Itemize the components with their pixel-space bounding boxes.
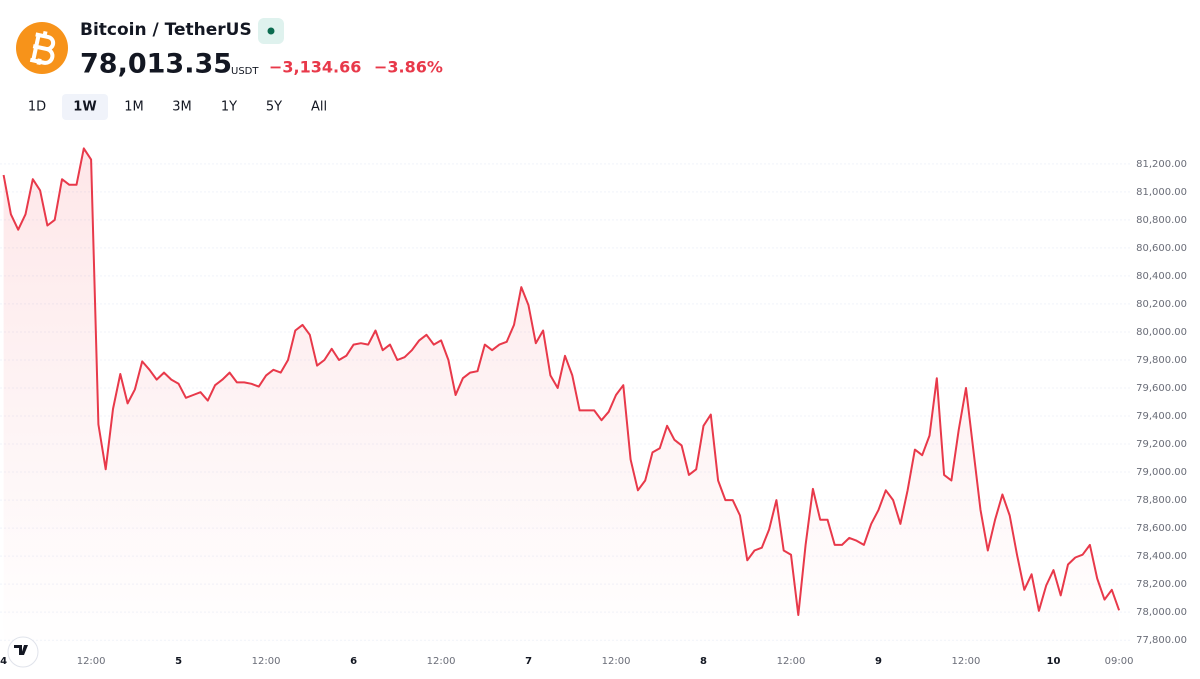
y-tick-label: 79,600.00 [1136,383,1187,394]
y-tick-label: 80,800.00 [1136,215,1187,226]
y-tick-label: 79,400.00 [1136,411,1187,422]
y-tick-label: 77,800.00 [1136,635,1187,646]
plot: 77,800.00 78,000.00 78,200.00 78,400.00 78,6… [0,147,1187,667]
change-pct: −3.86% [374,58,443,77]
x-tick-label: 12:00 [252,656,281,667]
y-tick-label: 79,800.00 [1136,355,1187,366]
x-tick-label: 4 [0,656,7,667]
change: −3,134.66 [269,58,361,77]
x-tick-label: 9 [875,656,882,667]
y-tick-label: 79,000.00 [1136,467,1187,478]
timeframe-active-bg [62,94,108,120]
timeframe-button[interactable]: 1Y [221,100,237,115]
x-tick-label: 12:00 [777,656,806,667]
y-tick-label: 80,600.00 [1136,243,1187,254]
x-tick-label: 12:00 [77,656,106,667]
y-tick-label: 78,800.00 [1136,495,1187,506]
x-tick-label: 6 [350,656,357,667]
y-tick-label: 78,600.00 [1136,523,1187,534]
area-fill [3,148,1120,650]
timeframe-button[interactable]: 1M [124,100,144,115]
x-tick-label: 10 [1046,656,1060,667]
y-tick-label: 80,400.00 [1136,271,1187,282]
y-tick-label: 81,200.00 [1136,159,1187,170]
y-tick-label: 78,200.00 [1136,579,1187,590]
y-tick-label: 80,200.00 [1136,299,1187,310]
symbol: Bitcoin / TetherUS [80,20,252,40]
currency: USDT [231,66,259,77]
price-line [2,147,1121,616]
y-tick-label: 80,000.00 [1136,327,1187,338]
y-tick-label: 79,200.00 [1136,439,1187,450]
x-tick-label: 12:00 [952,656,981,667]
timeframe-button[interactable]: 1W [73,100,96,115]
tv-glyph [14,645,28,655]
x-tick-label: 8 [700,656,707,667]
x-tick-label: 12:00 [427,656,456,667]
y-tick-label: 78,400.00 [1136,551,1187,562]
y-tick-label: 78,000.00 [1136,607,1187,618]
x-tick-label: 12:00 [602,656,631,667]
coin-glyph [29,30,56,66]
x-tick-label: 7 [525,656,532,667]
timeframe-button[interactable]: 3M [172,100,192,115]
timeframes: 1D1W1M3M1Y5YAll1W [28,94,327,120]
timeframe-button[interactable]: All [311,100,327,115]
timeframe-button[interactable]: 1D [28,100,46,115]
price: 78,013.35 [80,49,232,80]
x-tick-label: 5 [175,656,182,667]
y-tick-label: 81,000.00 [1136,187,1187,198]
x-tick-label: 09:00 [1105,656,1134,667]
status-dot [267,27,275,35]
timeframe-button[interactable]: 5Y [266,100,282,115]
